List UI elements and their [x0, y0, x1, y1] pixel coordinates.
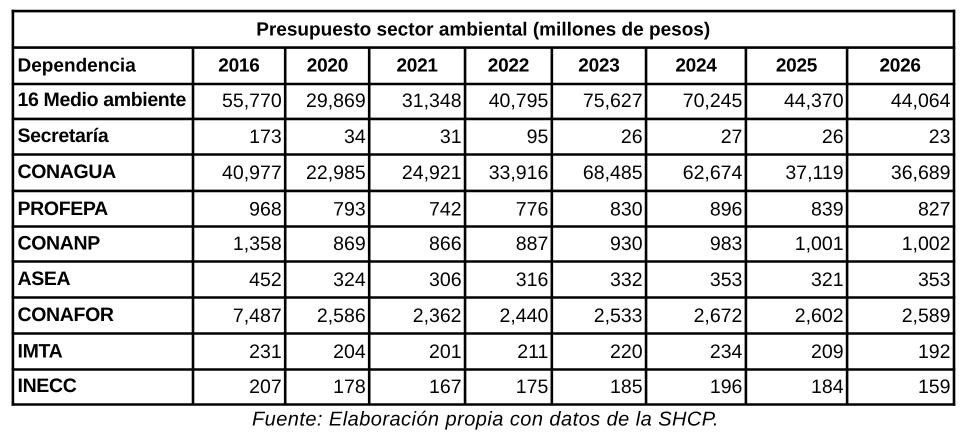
svg-text:827: 827: [918, 199, 951, 221]
svg-text:2020: 2020: [307, 56, 348, 77]
svg-text:26: 26: [621, 126, 643, 148]
svg-text:231: 231: [249, 341, 282, 363]
svg-text:INECC: INECC: [18, 375, 77, 397]
svg-text:ASEA: ASEA: [18, 268, 71, 290]
svg-text:Dependencia: Dependencia: [18, 56, 137, 77]
svg-text:2024: 2024: [675, 56, 717, 77]
svg-text:887: 887: [516, 233, 549, 255]
svg-text:321: 321: [811, 269, 844, 291]
svg-text:24,921: 24,921: [402, 162, 462, 184]
svg-text:95: 95: [527, 126, 549, 148]
svg-text:2026: 2026: [879, 56, 920, 77]
svg-text:62,674: 62,674: [683, 162, 743, 184]
svg-text:44,064: 44,064: [891, 90, 951, 112]
svg-text:33,916: 33,916: [489, 162, 549, 184]
svg-text:22,985: 22,985: [306, 162, 366, 184]
svg-text:184: 184: [811, 376, 844, 398]
svg-text:16 Medio ambiente: 16 Medio ambiente: [18, 89, 187, 111]
svg-text:968: 968: [249, 199, 282, 221]
svg-text:2,586: 2,586: [317, 305, 366, 327]
svg-text:776: 776: [516, 199, 549, 221]
svg-text:CONANP: CONANP: [18, 232, 101, 254]
svg-text:324: 324: [333, 269, 366, 291]
svg-text:2,602: 2,602: [795, 305, 844, 327]
svg-text:211: 211: [517, 341, 548, 363]
svg-text:29,869: 29,869: [306, 90, 366, 112]
svg-text:793: 793: [333, 199, 366, 221]
svg-text:2,362: 2,362: [413, 305, 462, 327]
svg-text:26: 26: [822, 126, 844, 148]
svg-text:36,689: 36,689: [891, 162, 951, 184]
svg-text:Presupuesto sector ambiental (: Presupuesto sector ambiental (millones d…: [256, 19, 710, 40]
svg-text:173: 173: [249, 126, 282, 148]
svg-text:839: 839: [811, 199, 844, 221]
svg-text:44,370: 44,370: [784, 90, 844, 112]
svg-text:185: 185: [610, 376, 643, 398]
svg-text:31,348: 31,348: [402, 90, 462, 112]
svg-text:75,627: 75,627: [583, 90, 643, 112]
svg-text:2023: 2023: [578, 56, 619, 77]
svg-text:167: 167: [429, 376, 462, 398]
svg-text:742: 742: [429, 199, 462, 221]
svg-text:PROFEPA: PROFEPA: [18, 198, 109, 220]
svg-text:2021: 2021: [396, 56, 438, 77]
svg-text:1,358: 1,358: [233, 233, 282, 255]
svg-text:23: 23: [929, 126, 951, 148]
svg-text:Fuente: Elaboración propia con: Fuente: Elaboración propia con datos de …: [252, 409, 719, 431]
svg-text:353: 353: [710, 269, 743, 291]
svg-text:192: 192: [918, 341, 951, 363]
svg-text:37,119: 37,119: [785, 162, 843, 184]
svg-text:353: 353: [918, 269, 951, 291]
svg-text:332: 332: [610, 269, 643, 291]
svg-text:234: 234: [710, 341, 743, 363]
svg-text:2,589: 2,589: [902, 305, 951, 327]
svg-text:2,440: 2,440: [500, 305, 549, 327]
svg-text:40,795: 40,795: [489, 90, 549, 112]
svg-text:1,002: 1,002: [902, 233, 951, 255]
svg-text:896: 896: [710, 199, 743, 221]
svg-text:2022: 2022: [488, 56, 529, 77]
svg-text:178: 178: [333, 376, 366, 398]
svg-text:983: 983: [710, 233, 743, 255]
svg-text:CONAGUA: CONAGUA: [18, 161, 117, 183]
svg-text:7,487: 7,487: [233, 305, 282, 327]
svg-text:830: 830: [610, 199, 643, 221]
svg-text:IMTA: IMTA: [18, 340, 63, 362]
svg-text:316: 316: [516, 269, 549, 291]
svg-text:31: 31: [440, 126, 462, 148]
svg-text:34: 34: [344, 126, 366, 148]
svg-text:209: 209: [811, 341, 844, 363]
svg-text:68,485: 68,485: [583, 162, 643, 184]
svg-text:175: 175: [516, 376, 549, 398]
svg-text:196: 196: [710, 376, 743, 398]
svg-text:CONAFOR: CONAFOR: [18, 304, 114, 326]
svg-text:2016: 2016: [218, 56, 259, 77]
svg-text:452: 452: [249, 269, 282, 291]
svg-text:869: 869: [333, 233, 366, 255]
svg-text:220: 220: [610, 341, 643, 363]
svg-text:55,770: 55,770: [222, 90, 282, 112]
svg-text:930: 930: [610, 233, 643, 255]
svg-text:159: 159: [918, 376, 951, 398]
svg-text:27: 27: [721, 126, 743, 148]
svg-text:1,001: 1,001: [795, 233, 844, 255]
svg-text:201: 201: [429, 341, 462, 363]
svg-text:306: 306: [429, 269, 462, 291]
svg-text:2,533: 2,533: [594, 305, 643, 327]
svg-text:207: 207: [249, 376, 282, 398]
svg-text:2,672: 2,672: [694, 305, 743, 327]
svg-text:2025: 2025: [776, 56, 818, 77]
svg-text:866: 866: [429, 233, 462, 255]
svg-text:70,245: 70,245: [683, 90, 743, 112]
svg-text:40,977: 40,977: [222, 162, 282, 184]
svg-text:204: 204: [333, 341, 366, 363]
svg-text:Secretaría: Secretaría: [18, 125, 109, 147]
